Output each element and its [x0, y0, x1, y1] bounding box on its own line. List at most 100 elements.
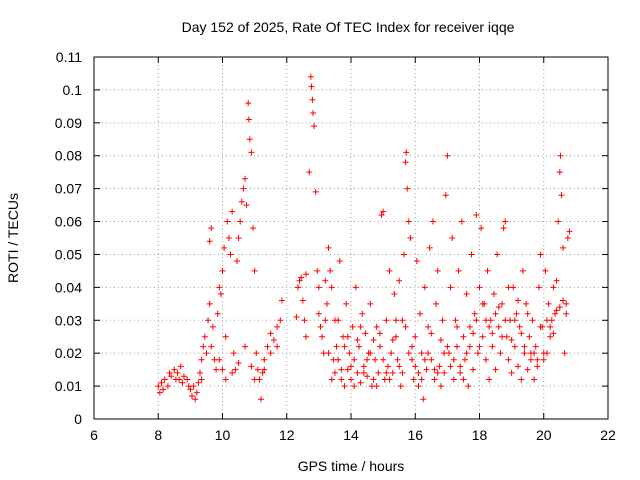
x-axis: 6 8 10 12 14 16 18 20 22 [90, 57, 616, 443]
data-point [245, 100, 252, 107]
data-point [417, 310, 424, 317]
data-point [463, 290, 470, 297]
data-point [455, 267, 462, 274]
data-point [531, 376, 538, 383]
data-point [412, 333, 419, 340]
data-point [310, 109, 317, 116]
data-point [357, 379, 364, 386]
data-point [354, 369, 361, 376]
data-point [155, 383, 162, 390]
data-point [341, 383, 348, 390]
data-point [388, 350, 395, 357]
y-axis: 0 0.01 0.02 0.03 0.04 0.05 0.06 0.07 0.08 0.09 0.1… [55, 49, 608, 427]
data-point [537, 323, 544, 330]
data-point [540, 350, 547, 357]
data-point [296, 277, 303, 284]
data-point [537, 251, 544, 258]
data-point [516, 323, 523, 330]
data-point [364, 356, 371, 363]
data-point [391, 290, 398, 297]
data-point [375, 369, 382, 376]
data-point [227, 251, 234, 258]
data-point [386, 376, 393, 383]
data-point [454, 343, 461, 350]
y-tick-label: 0.1 [63, 82, 83, 98]
data-point [354, 337, 361, 344]
data-point [362, 330, 369, 337]
data-point [372, 356, 379, 363]
data-point [418, 350, 425, 357]
data-point [508, 337, 515, 344]
data-point [222, 333, 229, 340]
y-tick-label: 0 [74, 411, 82, 427]
data-point [217, 290, 224, 297]
data-point [325, 244, 332, 251]
data-point [431, 376, 438, 383]
y-tick-label: 0.01 [55, 378, 82, 394]
data-point [421, 284, 428, 291]
y-tick-label: 0.06 [55, 214, 82, 230]
data-point [473, 211, 480, 218]
data-point [460, 376, 467, 383]
data-point [383, 369, 390, 376]
data-point [230, 350, 237, 357]
data-point [425, 350, 432, 357]
y-tick-label: 0.05 [55, 246, 82, 262]
data-point [407, 235, 414, 241]
data-point [476, 343, 483, 350]
data-point [441, 369, 448, 376]
data-point [396, 363, 403, 370]
data-point [560, 244, 567, 251]
data-point [399, 369, 406, 376]
data-point [195, 379, 202, 386]
data-point [415, 383, 422, 390]
data-point [513, 310, 520, 317]
data-point [551, 310, 558, 317]
data-point [482, 317, 489, 324]
y-tick-label: 0.03 [55, 312, 82, 328]
data-point [397, 383, 404, 390]
data-point [373, 383, 380, 390]
y-tick-label: 0.09 [55, 115, 82, 131]
data-point [267, 330, 274, 337]
data-point [274, 343, 281, 350]
data-point [240, 185, 247, 192]
data-point [338, 366, 345, 373]
data-point [164, 383, 171, 390]
data-point [524, 366, 531, 373]
data-point [515, 363, 522, 370]
data-point [208, 225, 215, 232]
data-point [458, 218, 465, 225]
data-point [478, 225, 485, 232]
data-point [447, 363, 454, 370]
data-point [299, 297, 306, 304]
data-point [293, 313, 300, 320]
data-points [155, 73, 573, 403]
data-point [423, 366, 430, 373]
data-point [457, 363, 464, 370]
data-point [229, 369, 236, 376]
data-point [171, 366, 178, 373]
data-point [449, 235, 456, 241]
data-point [201, 333, 208, 340]
data-point [452, 317, 459, 324]
data-point [498, 333, 505, 340]
data-point [415, 369, 422, 376]
data-point [457, 369, 464, 376]
data-point [259, 369, 266, 376]
data-point [476, 284, 483, 291]
data-point [168, 373, 175, 380]
data-point [270, 337, 277, 344]
data-point [563, 310, 570, 317]
data-point [466, 323, 473, 330]
data-point [405, 218, 412, 225]
data-point [352, 284, 359, 291]
data-point [346, 350, 353, 357]
data-point [248, 363, 255, 370]
data-point [319, 333, 326, 340]
data-point [198, 376, 205, 383]
data-point [558, 192, 565, 199]
data-point [360, 369, 367, 376]
y-tick-label: 0.02 [55, 345, 82, 361]
data-point [489, 330, 496, 337]
